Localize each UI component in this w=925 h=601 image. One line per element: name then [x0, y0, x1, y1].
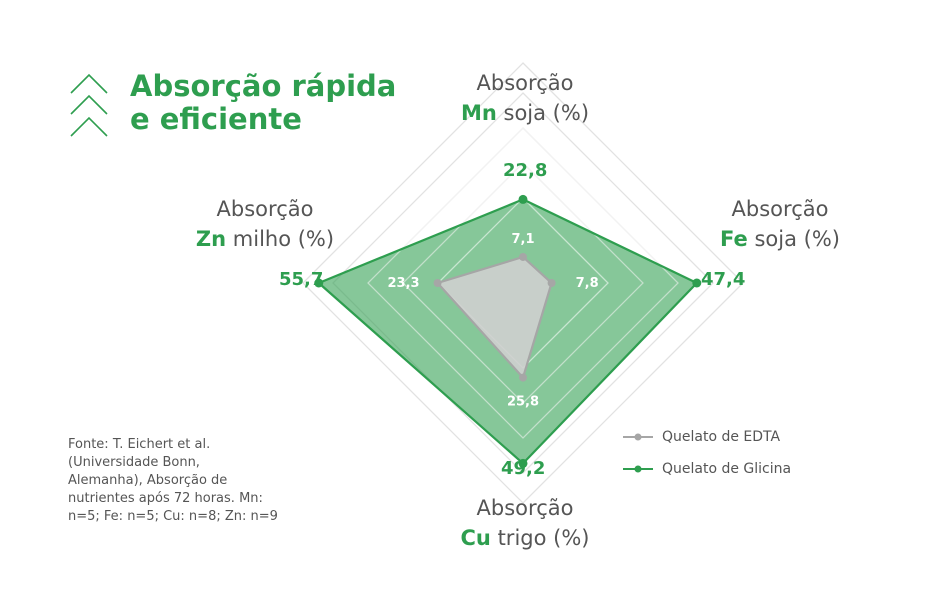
source-footnote: Fonte: T. Eichert et al. (Universidade B…: [68, 437, 278, 524]
axis-label-zn: Absorção Zn milho (%): [185, 194, 345, 254]
data-label-edta-cu: 25,8: [507, 395, 539, 410]
data-label-glicina-cu: 49,2: [501, 458, 546, 479]
grid-ring-1: [302, 62, 744, 504]
axis-label-fe-prefix: Absorção: [731, 197, 829, 221]
title-line-1: Absorção rápida: [130, 69, 397, 103]
data-label-edta-zn: 23,3: [387, 276, 419, 291]
inner-ring-1: [367, 127, 679, 439]
axis-label-cu: Absorção Cu trigo (%): [445, 493, 605, 553]
axis-label-fe-element: Fe: [720, 227, 748, 251]
axis-label-cu-element: Cu: [460, 526, 491, 550]
axis-label-fe: Absorção Fe soja (%): [710, 194, 850, 254]
axis-label-mn: Absorção Mn soja (%): [455, 68, 595, 128]
inner-ring-2: [402, 162, 644, 404]
axis-label-zn-element: Zn: [195, 227, 227, 251]
point-edta-cu: [519, 373, 527, 382]
data-label-edta-fe: 7,8: [576, 276, 599, 291]
point-edta-zn: [433, 279, 442, 287]
legend-label-glicina: Quelato de Glicina: [662, 461, 792, 477]
axis-label-cu-prefix: Absorção: [476, 496, 574, 520]
point-glicina-fe: [692, 278, 702, 288]
data-label-edta-mn: 7,1: [511, 232, 534, 247]
legend-marker-glicina: [623, 465, 653, 473]
legend-item-glicina: Quelato de Glicina: [622, 453, 791, 485]
legend-marker-edta: [623, 433, 653, 441]
point-edta-mn: [519, 252, 527, 261]
point-glicina-mn: [518, 194, 528, 204]
point-glicina-cu: [518, 458, 528, 468]
legend-label-edta: Quelato de EDTA: [662, 429, 781, 445]
axis-label-zn-crop: milho (%): [232, 227, 335, 251]
axis-label-mn-prefix: Absorção: [476, 71, 574, 95]
legend: Quelato de EDTA Quelato de Glicina: [622, 421, 791, 485]
point-edta-fe: [547, 279, 556, 287]
triple-chevron-up-icon: [70, 73, 108, 137]
radar-series: 7,1 7,8 25,8 23,3: [314, 127, 702, 468]
axis-label-mn-crop: soja (%): [503, 101, 590, 125]
axis-label-zn-prefix: Absorção: [216, 197, 314, 221]
data-label-glicina-zn: 55,7: [279, 269, 324, 290]
data-label-glicina-mn: 22,8: [503, 160, 548, 181]
axis-label-fe-crop: soja (%): [754, 227, 840, 251]
data-label-glicina-fe: 47,4: [701, 269, 746, 290]
title-line-2: e eficiente: [130, 102, 302, 136]
grid-ring-2: [332, 92, 714, 474]
axis-label-cu-crop: trigo (%): [497, 526, 590, 550]
legend-item-edta: Quelato de EDTA: [622, 421, 791, 453]
page-title: Absorção rápida e eficiente: [130, 70, 396, 136]
point-glicina-zn: [314, 278, 324, 288]
axis-label-mn-element: Mn: [460, 101, 497, 125]
